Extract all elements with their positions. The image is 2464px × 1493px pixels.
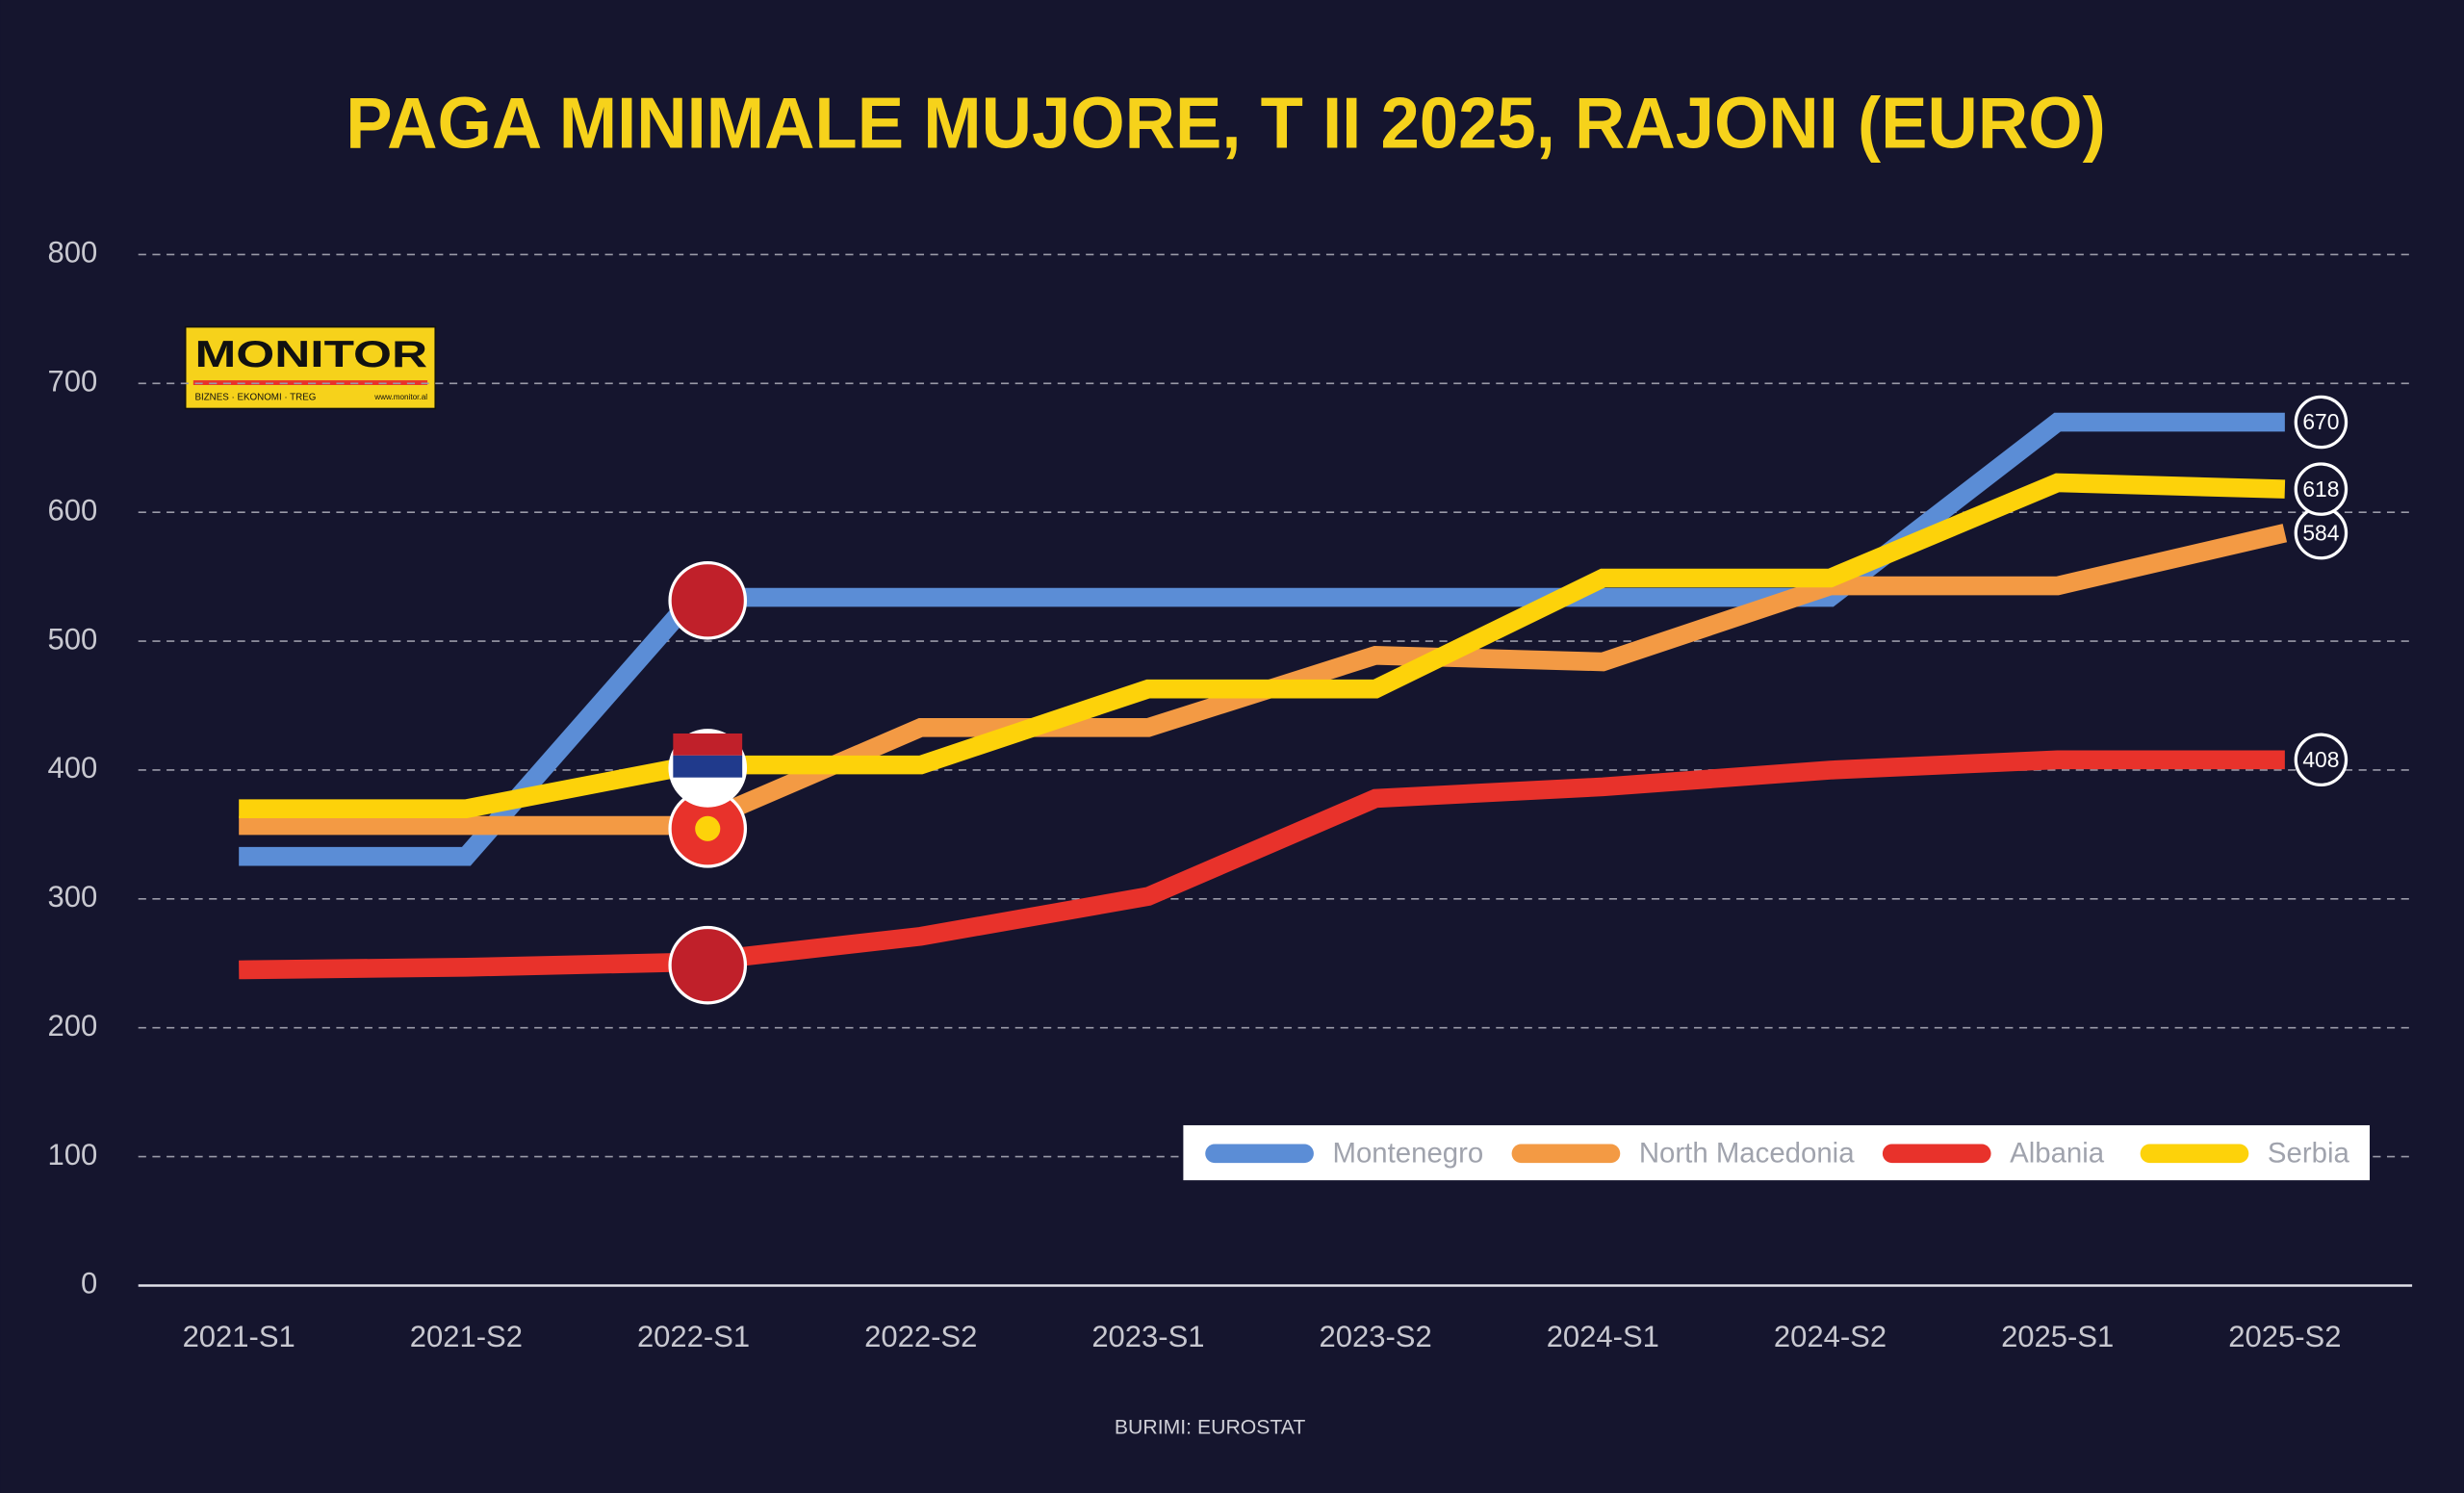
series-line bbox=[239, 473, 2286, 818]
x-tick-label: 2021-S1 bbox=[183, 1320, 295, 1353]
source: BURIMI: EUROSTAT bbox=[1115, 1417, 1305, 1439]
end-label: 584 bbox=[2302, 520, 2339, 545]
y-tick-label: 700 bbox=[48, 365, 98, 399]
y-tick-label: 800 bbox=[48, 236, 98, 270]
y-tick-label: 200 bbox=[48, 1009, 98, 1043]
flag-circle bbox=[668, 925, 748, 1005]
flag-badge bbox=[668, 925, 748, 1005]
flag-sun bbox=[695, 815, 721, 841]
x-tick-label: 2023-S2 bbox=[1320, 1320, 1432, 1353]
y-tick-label: 600 bbox=[48, 493, 98, 527]
y-tick-label: 100 bbox=[48, 1138, 98, 1171]
flag-stripe bbox=[673, 755, 743, 778]
flag-badge bbox=[668, 789, 748, 868]
y-tick-label: 400 bbox=[48, 751, 98, 785]
x-tick-label: 2021-S2 bbox=[410, 1320, 523, 1353]
legend: Montenegro North Macedonia Albania Serbia bbox=[1183, 1124, 2371, 1181]
x-tick-label: 2025-S1 bbox=[2001, 1320, 2114, 1353]
logo-tagline: BIZNES · EKONOMI · TREG bbox=[194, 393, 316, 403]
x-tick-label: 2022-S2 bbox=[864, 1320, 977, 1353]
chart-title: PAGA MINIMALE MUJORE, T II 2025, RAJONI … bbox=[346, 83, 2106, 164]
flag-stripe bbox=[673, 733, 743, 756]
end-label: 670 bbox=[2302, 409, 2339, 434]
logo-bar bbox=[192, 380, 428, 385]
series-line bbox=[239, 750, 2285, 980]
end-badge bbox=[2294, 395, 2348, 450]
y-tick-label: 500 bbox=[48, 622, 98, 656]
x-tick-label: 2025-S2 bbox=[2228, 1320, 2341, 1353]
end-badge bbox=[2294, 462, 2348, 516]
flag-badge bbox=[668, 561, 748, 640]
end-label: 618 bbox=[2302, 476, 2339, 502]
legend-label: North Macedonia bbox=[1639, 1138, 1855, 1170]
x-tick-label: 2022-S1 bbox=[637, 1320, 750, 1353]
legend-label: Montenegro bbox=[1332, 1138, 1483, 1170]
legend-label: Albania bbox=[2010, 1138, 2105, 1170]
x-tick-label: 2023-S1 bbox=[1091, 1320, 1204, 1353]
logo-url: www.monitor.al bbox=[373, 393, 427, 401]
flag-badge bbox=[668, 729, 748, 808]
series-line bbox=[239, 412, 2285, 866]
logo-name: MONITOR bbox=[194, 334, 427, 375]
x-tick-label: 2024-S1 bbox=[1547, 1320, 1659, 1353]
logo: MONITOR BIZNES · EKONOMI · TREG www.moni… bbox=[184, 325, 437, 410]
end-label: 408 bbox=[2302, 747, 2339, 772]
y-tick-label: 300 bbox=[48, 880, 98, 914]
logo-box bbox=[184, 325, 437, 410]
end-badge bbox=[2294, 733, 2348, 787]
legend-label: Serbia bbox=[2268, 1138, 2350, 1170]
x-tick-label: 2024-S2 bbox=[1774, 1320, 1886, 1353]
y-tick-label: 0 bbox=[81, 1267, 97, 1300]
flag-circle bbox=[668, 561, 748, 640]
